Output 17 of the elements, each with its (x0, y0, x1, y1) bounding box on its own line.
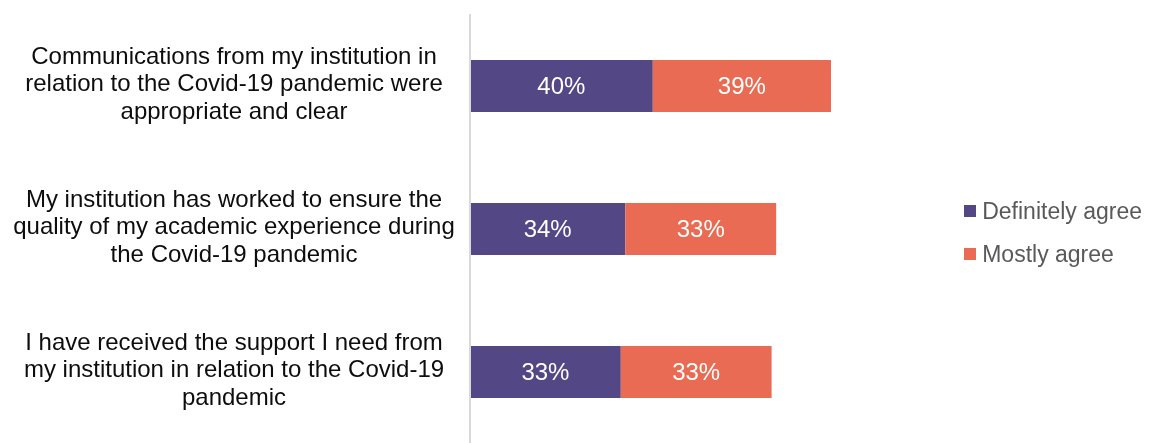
data-label: 33% (676, 215, 725, 243)
bar (470, 346, 621, 398)
bar (470, 203, 626, 255)
data-label: 33% (672, 358, 721, 386)
y-tick-label: My institution has worked to ensure the quality of my academic experience during the Covid-19 pandemic (13, 184, 455, 267)
bar (470, 60, 653, 112)
data-label: 40% (537, 72, 586, 100)
bar (652, 60, 831, 112)
data-label: 39% (717, 72, 766, 100)
bar (625, 203, 777, 255)
legend-label: Definitely agree (982, 197, 1142, 225)
legend-label: Mostly agree (982, 240, 1114, 268)
data-label: 34% (523, 215, 572, 243)
y-tick-label: Communications from my institution in relation to the Covid-19 pandemic were appropriate and clear (25, 41, 443, 124)
data-label: 33% (521, 358, 570, 386)
y-tick-label: I have received the support I need from my institution in relation to the Covid-19 pandemic (23, 327, 445, 410)
bar (620, 346, 772, 398)
